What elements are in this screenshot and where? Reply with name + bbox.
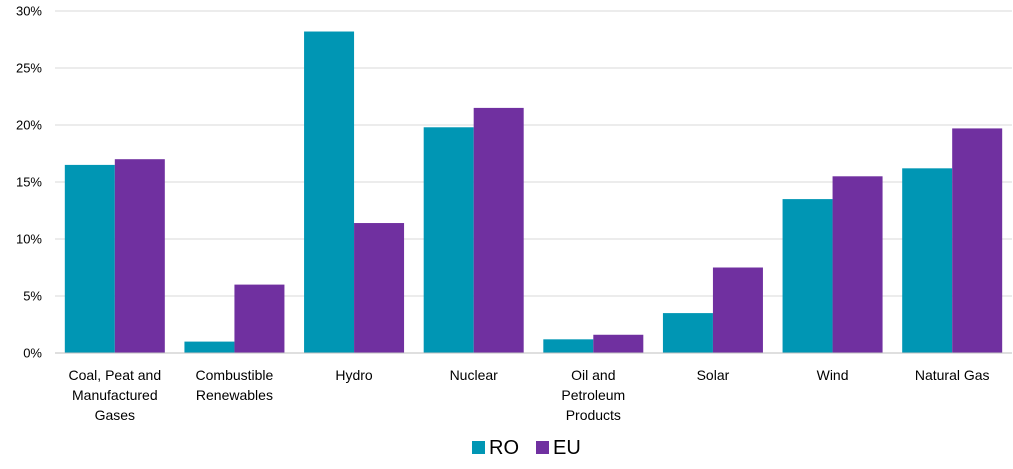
bar-ro xyxy=(782,199,833,353)
legend: RO EU xyxy=(472,437,581,459)
legend-swatch-ro xyxy=(472,441,485,454)
x-category-label-line: Combustible xyxy=(196,367,274,383)
x-category-label-line: Renewables xyxy=(196,387,273,403)
bar-eu xyxy=(712,267,763,353)
bar-eu xyxy=(473,107,524,354)
y-tick-label: 10% xyxy=(16,232,42,247)
y-tick-label: 5% xyxy=(23,289,42,304)
y-tick-label: 15% xyxy=(16,175,42,190)
x-category-label-line: Natural Gas xyxy=(915,367,990,383)
x-category-label-line: Coal, Peat and xyxy=(69,367,162,383)
x-category-label-line: Petroleum xyxy=(561,387,625,403)
x-category-label: Wind xyxy=(817,367,849,383)
bar-ro xyxy=(64,164,115,353)
x-category-label-line: Nuclear xyxy=(450,367,499,383)
bar-ro xyxy=(662,313,713,353)
x-category-label-line: Wind xyxy=(817,367,849,383)
y-tick-label: 0% xyxy=(23,346,42,361)
y-tick-label: 30% xyxy=(16,4,42,19)
legend-label-ro: RO xyxy=(489,437,519,459)
x-category-label-line: Manufactured xyxy=(72,387,158,403)
bar-ro xyxy=(304,31,355,354)
bar-eu xyxy=(593,334,644,353)
x-category-label: Nuclear xyxy=(450,367,499,383)
bar-ro xyxy=(543,339,594,353)
x-category-label-line: Products xyxy=(566,407,621,423)
x-category-label-line: Oil and xyxy=(571,367,615,383)
legend-label-eu: EU xyxy=(553,437,581,459)
x-category-label: Oil and Petroleum Products xyxy=(561,367,625,423)
x-axis-category-labels: Coal, Peat and Manufactured Gases Combustib… xyxy=(69,367,990,423)
x-category-label: Coal, Peat and Manufactured Gases xyxy=(69,367,162,423)
x-category-label: Natural Gas xyxy=(915,367,990,383)
bar-ro xyxy=(902,168,953,353)
bar-eu xyxy=(234,284,285,353)
y-axis-ticks: 0% 5% 10% 15% 20% 25% 30% xyxy=(16,4,42,361)
bar-ro xyxy=(184,341,235,353)
bar-eu xyxy=(952,128,1003,353)
x-category-label-line: Gases xyxy=(95,407,135,423)
y-tick-label: 20% xyxy=(16,118,42,133)
y-tick-label: 25% xyxy=(16,61,42,76)
bar-eu xyxy=(354,223,405,353)
x-category-label: Solar xyxy=(697,367,730,383)
x-category-label-line: Hydro xyxy=(335,367,373,383)
x-category-label-line: Solar xyxy=(697,367,730,383)
bar-eu xyxy=(832,176,883,353)
bars xyxy=(64,31,1003,354)
bar-eu xyxy=(114,159,165,353)
bar-ro xyxy=(423,127,474,353)
x-category-label: Combustible Renewables xyxy=(196,367,274,403)
legend-swatch-eu xyxy=(536,441,549,454)
x-category-label: Hydro xyxy=(335,367,373,383)
